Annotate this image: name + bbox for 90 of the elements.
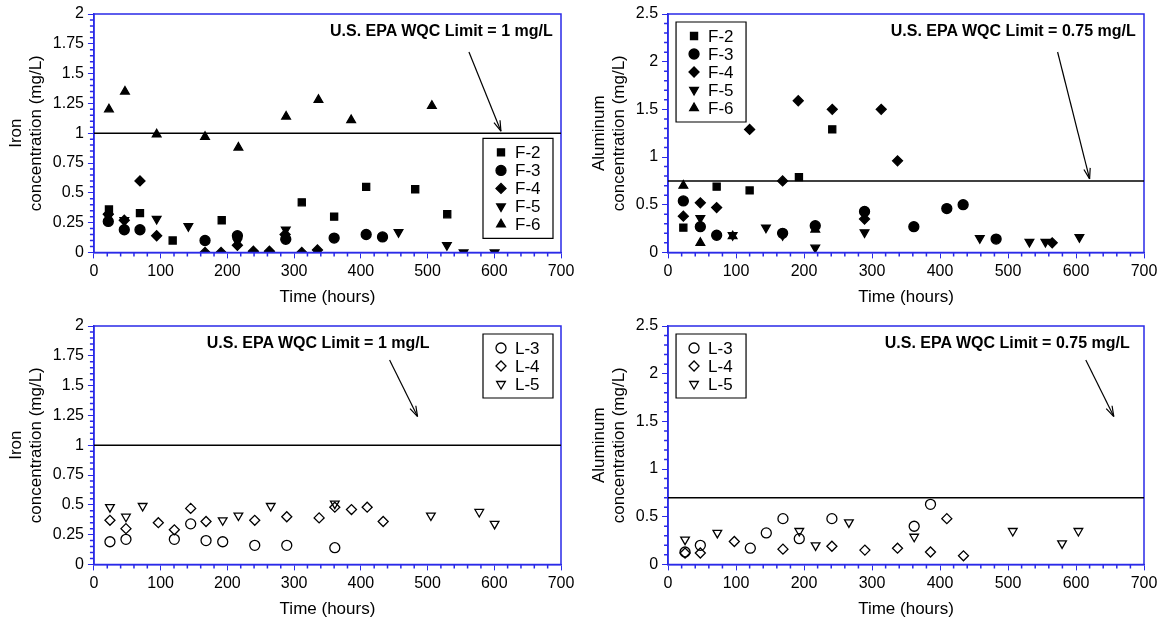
x-tick-label: 400 (926, 262, 954, 280)
x-axis-title: Time (hours) (279, 599, 376, 619)
x-tick-label: 500 (414, 574, 441, 592)
x-tick-label: 100 (147, 262, 175, 280)
y-tick-label: 0.75 (52, 465, 85, 483)
annotation: U.S. EPA WQC Limit = 0.75 mg/L (890, 22, 1136, 39)
y-tick-label: 0 (649, 242, 659, 260)
x-tick-label: 400 (347, 262, 375, 280)
legend-label: F-3 (708, 44, 734, 64)
x-tick-label: 300 (858, 574, 886, 592)
y-tick-label: 2 (649, 364, 659, 382)
y-tick-label: 1.25 (52, 93, 85, 111)
y-tick-label: 2 (75, 4, 85, 22)
y-tick-label: 2 (649, 52, 659, 70)
y-axis-title: Iron concentration (mg/L) (5, 367, 46, 524)
legend-label: L-4 (515, 356, 540, 376)
y-tick-label: 2.5 (635, 4, 659, 22)
legend-label: F-6 (708, 98, 734, 118)
x-tick-label: 0 (89, 574, 99, 592)
x-tick-label: 600 (1062, 574, 1090, 592)
x-tick-label: 0 (663, 574, 673, 592)
annotation: U.S. EPA WQC Limit = 0.75 mg/L (884, 334, 1130, 351)
x-tick-label: 700 (1130, 574, 1158, 592)
legend-label: F-5 (515, 197, 541, 217)
x-tick-label: 500 (414, 262, 441, 280)
y-tick-label: 2.5 (635, 316, 659, 334)
legend-label: L-5 (515, 374, 540, 394)
legend-label: L-3 (515, 338, 540, 358)
x-tick-label: 400 (347, 574, 375, 592)
legend-label: F-4 (515, 179, 541, 199)
y-tick-label: 0.25 (52, 525, 85, 543)
y-tick-label: 2 (75, 316, 85, 334)
x-axis-title: Time (hours) (858, 599, 954, 619)
annotation: U.S. EPA WQC Limit = 1 mg/L (330, 22, 553, 39)
x-tick-label: 200 (214, 262, 241, 280)
x-tick-label: 700 (547, 262, 575, 280)
legend-label: F-2 (708, 26, 734, 46)
x-tick-label: 200 (790, 262, 818, 280)
y-axis-title: Iron concentration (mg/L) (5, 55, 46, 212)
legend-label: F-5 (708, 80, 734, 100)
y-tick-label: 1.75 (52, 34, 85, 52)
y-tick-label: 0 (75, 554, 85, 572)
y-axis-title: Aluminum concentration (mg/L) (588, 367, 629, 524)
y-tick-label: 1 (649, 147, 659, 165)
y-tick-label: 0.25 (52, 213, 85, 231)
y-tick-label: 0.5 (61, 183, 85, 201)
y-tick-label: 1.5 (635, 411, 659, 429)
y-tick-label: 0 (75, 242, 85, 260)
x-tick-label: 600 (480, 262, 508, 280)
x-axis-title: Time (hours) (279, 287, 376, 307)
x-tick-label: 700 (1130, 262, 1158, 280)
y-tick-label: 0.5 (635, 507, 659, 525)
x-tick-label: 600 (1062, 262, 1090, 280)
x-tick-label: 100 (147, 574, 175, 592)
y-axis-title: Aluminum concentration (mg/L) (588, 55, 629, 212)
y-tick-label: 1 (649, 459, 659, 477)
y-tick-label: 1.5 (61, 64, 85, 82)
legend-label: F-4 (708, 62, 734, 82)
y-tick-label: 1 (75, 123, 85, 141)
legend-label: F-2 (515, 143, 541, 163)
y-tick-label: 0.5 (61, 495, 85, 513)
y-tick-label: 0 (649, 554, 659, 572)
x-tick-label: 200 (214, 574, 241, 592)
x-tick-label: 0 (663, 262, 673, 280)
y-tick-label: 0.75 (52, 153, 85, 171)
y-tick-label: 1.75 (52, 346, 85, 364)
x-tick-label: 500 (994, 574, 1022, 592)
x-tick-label: 0 (89, 262, 99, 280)
x-tick-label: 100 (722, 262, 750, 280)
x-tick-label: 300 (280, 262, 308, 280)
x-tick-label: 300 (280, 574, 308, 592)
annotation: U.S. EPA WQC Limit = 1 mg/L (206, 334, 430, 351)
y-tick-label: 0.5 (635, 195, 659, 213)
x-axis-title: Time (hours) (858, 287, 954, 307)
legend-label: F-3 (515, 161, 541, 181)
x-tick-label: 500 (994, 262, 1022, 280)
legend-label: L-4 (708, 356, 733, 376)
x-tick-label: 400 (926, 574, 954, 592)
legend-label: F-6 (515, 215, 541, 235)
y-tick-label: 1.5 (61, 376, 85, 394)
y-tick-label: 1.25 (52, 405, 85, 423)
legend-label: L-3 (708, 338, 733, 358)
x-tick-label: 200 (790, 574, 818, 592)
legend-label: L-5 (708, 374, 733, 394)
x-tick-label: 100 (722, 574, 750, 592)
x-tick-label: 600 (480, 574, 508, 592)
y-tick-label: 1 (75, 435, 85, 453)
x-tick-label: 300 (858, 262, 886, 280)
x-tick-label: 700 (547, 574, 575, 592)
y-tick-label: 1.5 (635, 99, 659, 117)
